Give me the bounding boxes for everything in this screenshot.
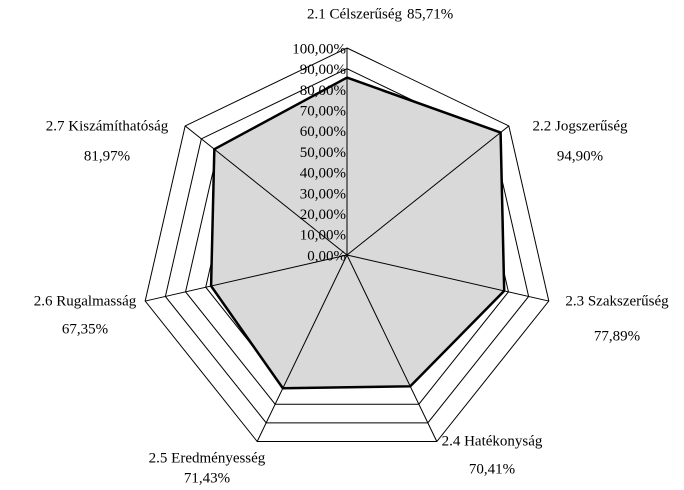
axis-spoke [145, 254, 348, 302]
value-label: 71,43% [184, 470, 230, 486]
value-label: 70,41% [469, 461, 515, 477]
axis-spoke [346, 125, 510, 256]
tick-label: 0,00% [307, 248, 346, 264]
tick-label: 80,00% [300, 83, 346, 99]
value-label: 94,90% [557, 148, 603, 164]
tick-label: 90,00% [300, 62, 346, 78]
value-label: 67,35% [62, 321, 108, 337]
tick-label: 100,00% [292, 41, 346, 57]
category-label: 2.3 Szakszerűség [565, 293, 669, 309]
category-label: 2.2 Jogszerűség [533, 118, 628, 134]
category-label: 2.4 Hatékonyság [442, 433, 543, 449]
tick-label: 70,00% [300, 104, 346, 120]
tick-label: 40,00% [300, 166, 346, 182]
axis-spoke [184, 125, 348, 256]
grid-ring [144, 47, 550, 443]
tick-label: 20,00% [300, 207, 346, 223]
category-label: 2.5 Eredményesség [149, 450, 266, 466]
axis-spoke [346, 254, 438, 442]
tick-label: 60,00% [300, 124, 346, 140]
category-label: 2.6 Rugalmasság [34, 293, 137, 309]
value-label: 85,71% [407, 6, 453, 22]
category-label: 2.7 Kiszámíthatóság [46, 118, 169, 134]
tick-label: 50,00% [300, 145, 346, 161]
axis-spoke [346, 254, 549, 302]
category-label: 2.1 Célszerűség [307, 6, 402, 22]
value-label: 77,89% [594, 328, 640, 344]
value-label: 81,97% [84, 148, 130, 164]
tick-label: 30,00% [300, 186, 346, 202]
data-area [209, 76, 506, 390]
axis-spoke [256, 254, 348, 442]
tick-label: 10,00% [300, 228, 346, 244]
